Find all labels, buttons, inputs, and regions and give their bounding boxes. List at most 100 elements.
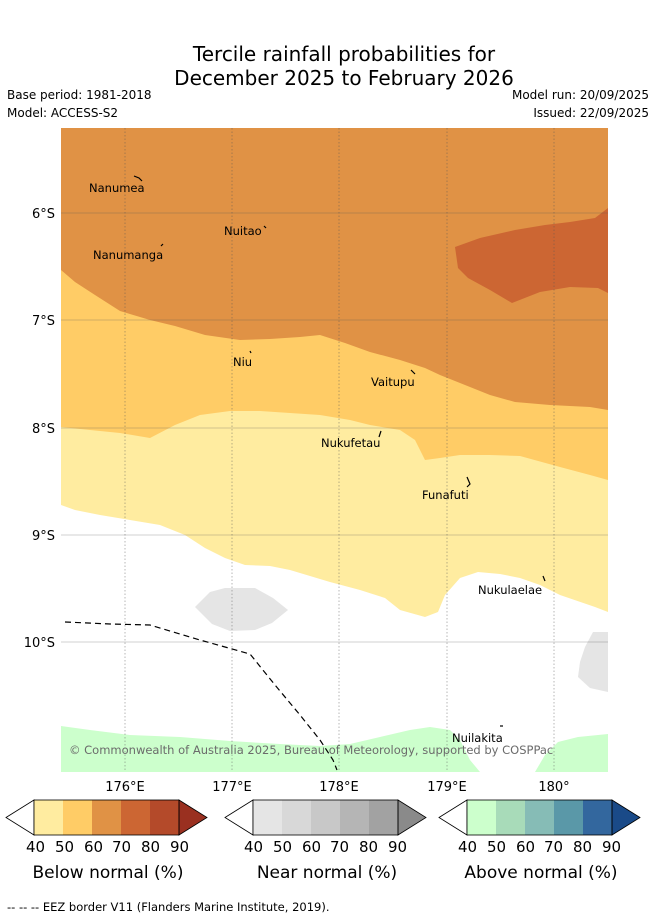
near-normal-patch-west: [195, 588, 288, 631]
above-normal-southeast-region: [535, 734, 608, 772]
lat-label-6s: 6°S: [32, 207, 55, 222]
cb-below-tick-90: 90: [170, 838, 190, 856]
lon-label-177e: 177°E: [212, 780, 252, 795]
latitude-gridlines: [61, 212, 608, 643]
colorbar-near-normal: [224, 799, 427, 836]
near-colorbar-segment-4: [340, 800, 369, 835]
colorbar-label-near: Near normal (%): [256, 863, 398, 883]
above-colorbar-under-triangle: [438, 799, 468, 836]
label-nukufetau: Nukufetau: [321, 436, 380, 450]
colorbar-ticks-near: 40 50 60 70 80 90: [244, 838, 424, 858]
near-colorbar-outline: [252, 799, 399, 836]
cb-near-tick-90: 90: [388, 838, 408, 856]
cb-near-tick-50: 50: [273, 838, 293, 856]
label-nuitao: Nuitao: [224, 224, 262, 238]
below-normal-70-region: [455, 208, 608, 303]
cb-above-tick-70: 70: [544, 838, 564, 856]
below-colorbar-segment-1: [34, 800, 63, 835]
island-niu: [249, 350, 252, 354]
above-colorbar-segment-1: [467, 800, 496, 835]
island-funafuti: [466, 476, 471, 488]
below-colorbar-under-triangle: [5, 799, 35, 836]
lat-label-7s: 7°S: [32, 314, 55, 329]
cb-below-tick-60: 60: [84, 838, 104, 856]
cb-above-tick-50: 50: [487, 838, 507, 856]
below-colorbar-segment-5: [150, 800, 179, 835]
cb-above-tick-40: 40: [458, 838, 478, 856]
above-colorbar-segment-2: [496, 800, 525, 835]
cb-below-tick-40: 40: [26, 838, 46, 856]
cb-below-tick-50: 50: [55, 838, 75, 856]
above-colorbar-segment-4: [554, 800, 583, 835]
island-outlines: [133, 175, 546, 727]
below-normal-60-region: [61, 128, 608, 410]
map-area: Nanumea Nuitao Nanumanga Niu Vaitupu Nuk…: [61, 128, 608, 772]
island-nanumanga: [160, 243, 164, 247]
below-colorbar-over-triangle: [178, 799, 208, 836]
issued-date: Issued: 22/09/2025: [533, 106, 649, 120]
colorbar-ticks-below: 40 50 60 70 80 90: [26, 838, 206, 858]
model-name: Model: ACCESS-S2: [7, 106, 119, 120]
label-funafuti: Funafuti: [422, 488, 469, 502]
below-colorbar-segment-2: [63, 800, 92, 835]
island-nuitao: [263, 225, 267, 229]
island-nukulaelae: [542, 575, 546, 582]
island-nukufetau: [378, 430, 382, 438]
label-niu: Niu: [233, 355, 252, 369]
cb-below-tick-80: 80: [141, 838, 161, 856]
label-nuilakita: Nuilakita: [452, 731, 503, 745]
above-colorbar-outline: [466, 799, 613, 836]
eez-border-line: [64, 621, 338, 771]
above-colorbar-segment-5: [583, 800, 612, 835]
model-run: Model run: 20/09/2025: [511, 88, 649, 102]
eez-footnote: -- -- -- EEZ border V11 (Flanders Marine…: [7, 900, 330, 914]
island-nanumea: [133, 175, 143, 182]
near-colorbar-segment-5: [369, 800, 398, 835]
colorbar-ticks-above: 40 50 60 70 80 90: [458, 838, 638, 858]
copyright-notice: © Commonwealth of Australia 2025, Bureau…: [69, 743, 553, 757]
below-colorbar-outline: [33, 799, 180, 836]
cb-above-tick-60: 60: [516, 838, 536, 856]
label-nanumea: Nanumea: [89, 181, 145, 195]
lat-label-8s: 8°S: [32, 422, 55, 437]
near-colorbar-segment-3: [311, 800, 340, 835]
above-colorbar-over-triangle: [611, 799, 641, 836]
cb-above-tick-90: 90: [602, 838, 622, 856]
lon-label-179e: 179°E: [427, 780, 467, 795]
place-labels: Nanumea Nuitao Nanumanga Niu Vaitupu Nuk…: [89, 181, 542, 745]
cb-near-tick-70: 70: [330, 838, 350, 856]
colorbar-below-normal: [5, 799, 208, 836]
colorbar-above-normal: [438, 799, 641, 836]
lon-label-180: 180°: [538, 780, 569, 795]
near-colorbar-over-triangle: [397, 799, 427, 836]
cb-near-tick-60: 60: [302, 838, 322, 856]
near-colorbar-segment-1: [253, 800, 282, 835]
below-colorbar-segment-4: [121, 800, 150, 835]
cb-near-tick-40: 40: [244, 838, 264, 856]
near-normal-patch-east: [578, 632, 608, 692]
title-line-1: Tercile rainfall probabilities for: [192, 42, 496, 66]
below-colorbar-segment-3: [92, 800, 121, 835]
above-normal-south-region: [61, 726, 480, 772]
lon-label-178e: 178°E: [319, 780, 359, 795]
near-colorbar-under-triangle: [224, 799, 254, 836]
label-nanumanga: Nanumanga: [93, 248, 163, 262]
colorbar-label-above: Above normal (%): [464, 863, 618, 883]
title-line-2: December 2025 to February 2026: [174, 66, 514, 90]
island-vaitupu: [410, 369, 416, 375]
above-colorbar-segment-3: [525, 800, 554, 835]
cb-above-tick-80: 80: [573, 838, 593, 856]
near-colorbar-segment-2: [282, 800, 311, 835]
latitude-axis: 6°S 7°S 8°S 9°S 10°S: [24, 207, 55, 651]
lon-label-176e: 176°E: [105, 780, 145, 795]
lat-label-10s: 10°S: [24, 636, 55, 651]
base-period: Base period: 1981-2018: [7, 88, 152, 102]
label-nukulaelae: Nukulaelae: [478, 583, 542, 597]
label-vaitupu: Vaitupu: [371, 375, 415, 389]
cb-below-tick-70: 70: [112, 838, 132, 856]
cb-near-tick-80: 80: [359, 838, 379, 856]
map-title: Tercile rainfall probabilities for Decem…: [0, 42, 655, 90]
lat-label-9s: 9°S: [32, 529, 55, 544]
colorbar-label-below: Below normal (%): [32, 863, 184, 883]
